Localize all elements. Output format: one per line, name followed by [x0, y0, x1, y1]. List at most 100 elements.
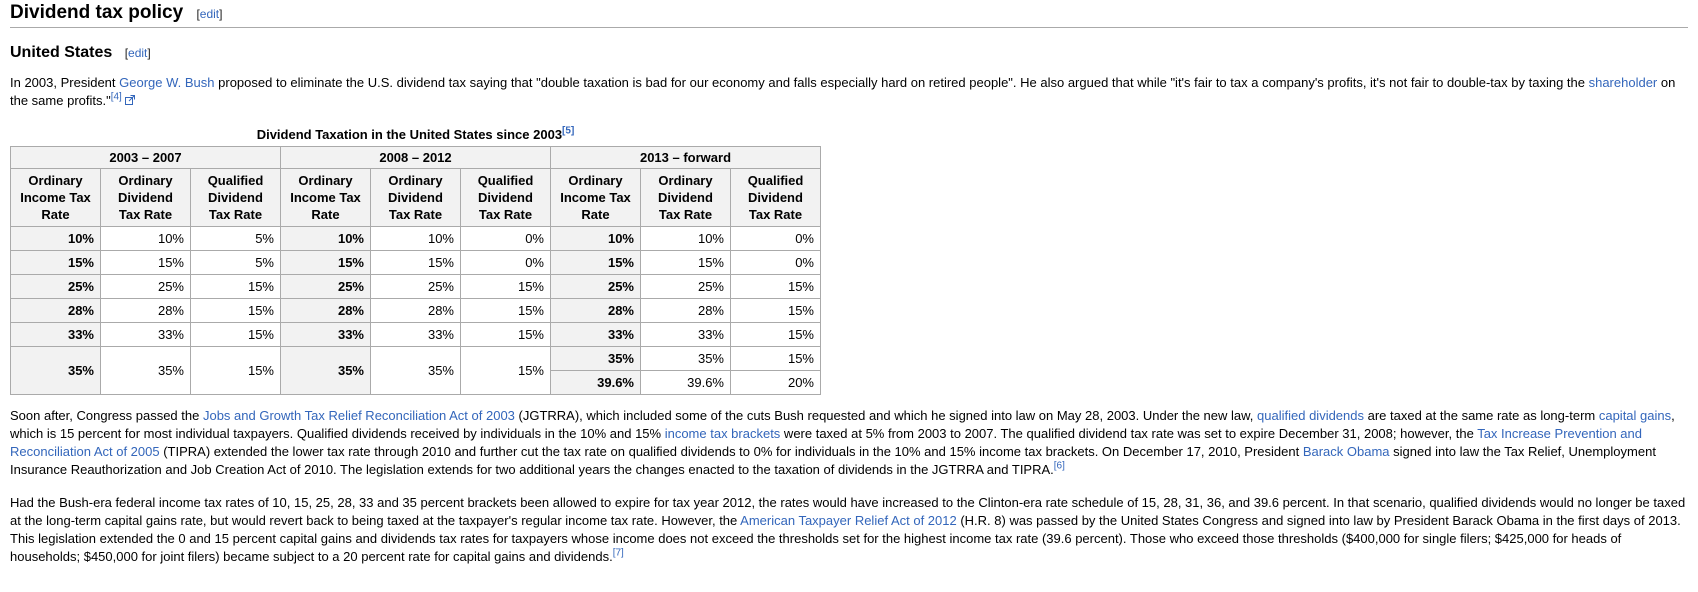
wiki-link[interactable]: qualified dividends [1257, 408, 1364, 423]
reference-marker: [4] [111, 92, 122, 103]
wiki-link[interactable]: George W. Bush [119, 75, 215, 90]
dividend-rate-cell: 15% [730, 346, 821, 371]
table-row: 28% 28% 15% 28% 28% 15% 28% 28% 15% [10, 298, 821, 323]
income-tax-rate-cell: 25% [10, 274, 101, 299]
dividend-rate-cell: 39.6% [640, 370, 731, 395]
dividend-rate-cell: 15% [190, 346, 281, 395]
dividend-rate-cell: 0% [730, 226, 821, 251]
dividend-rate-cell: 15% [730, 274, 821, 299]
dividend-rate-cell: 15% [730, 298, 821, 323]
wiki-link[interactable]: Barack Obama [1302, 444, 1390, 459]
income-tax-rate-cell: 25% [280, 274, 371, 299]
reference-marker: [6] [1054, 461, 1065, 472]
dividend-tax-table: Dividend Taxation in the United States s… [10, 125, 821, 395]
dividend-rate-cell: 5% [190, 250, 281, 275]
table-column-header: Ordinary Dividend Tax Rate [640, 168, 731, 227]
income-tax-rate-cell: 15% [550, 250, 641, 275]
income-tax-rate-cell: 10% [10, 226, 101, 251]
dividend-rate-cell: 25% [100, 274, 191, 299]
table-column-header-row: Ordinary Income Tax Rate Ordinary Dividen… [10, 168, 821, 227]
dividend-rate-cell: 15% [460, 322, 551, 347]
income-tax-rate-cell: 10% [280, 226, 371, 251]
table-column-header: Qualified Dividend Tax Rate [730, 168, 821, 227]
page-title-heading: Dividend tax policy [edit] [10, 2, 1688, 28]
table-column-header: Qualified Dividend Tax Rate [460, 168, 551, 227]
table-caption-text: Dividend Taxation in the United States s… [256, 127, 563, 142]
table-row: 33% 33% 15% 33% 33% 15% 33% 33% 15% [10, 322, 821, 347]
dividend-rate-cell: 25% [370, 274, 461, 299]
wiki-link[interactable]: shareholder [1588, 75, 1658, 90]
edit-link[interactable]: edit [199, 7, 220, 21]
table-column-header: Ordinary Income Tax Rate [550, 168, 641, 227]
dividend-rate-cell: 5% [190, 226, 281, 251]
table-body: 10% 10% 5% 10% 10% 0% 10% 10% 0% 15% 15% 5% 15% 15% 0%… [10, 226, 821, 395]
dividend-rate-cell: 10% [640, 226, 731, 251]
wiki-link[interactable]: Jobs and Growth Tax Relief Reconciliatio… [202, 408, 515, 423]
dividend-rate-cell: 15% [460, 346, 551, 395]
table-group-header: 2008 – 2012 [280, 146, 551, 169]
dividend-rate-cell: 15% [190, 274, 281, 299]
income-tax-rate-cell: 25% [550, 274, 641, 299]
dividend-rate-cell: 15% [460, 298, 551, 323]
dividend-rate-cell: 33% [100, 322, 191, 347]
dividend-rate-cell: 35% [640, 346, 731, 371]
external-link-icon[interactable] [124, 92, 135, 110]
dividend-rate-cell: 15% [100, 250, 191, 275]
dividend-rate-cell: 35% [370, 346, 461, 395]
income-tax-rate-cell: 33% [550, 322, 641, 347]
table-caption-ref: [5] [562, 126, 574, 137]
wiki-link[interactable]: American Taxpayer Relief Act of 2012 [740, 513, 957, 528]
dividend-rate-cell: 15% [370, 250, 461, 275]
section-heading-united-states: United States [edit] [10, 44, 1688, 62]
income-tax-rate-cell: 35% [10, 346, 101, 395]
dividend-rate-cell: 0% [460, 250, 551, 275]
dividend-rate-cell: 28% [640, 298, 731, 323]
dividend-rate-cell: 15% [640, 250, 731, 275]
income-tax-rate-cell: 39.6% [550, 370, 641, 395]
table-group-header: 2013 – forward [550, 146, 821, 169]
dividend-rate-cell: 20% [730, 370, 821, 395]
table-group-header: 2003 – 2007 [10, 146, 281, 169]
table-row: 10% 10% 5% 10% 10% 0% 10% 10% 0% [10, 226, 821, 251]
dividend-rate-cell: 28% [370, 298, 461, 323]
wiki-link[interactable]: income tax brackets [664, 426, 781, 441]
paragraph-atra: Had the Bush-era federal income tax rate… [10, 495, 1686, 564]
income-tax-rate-cell: 33% [280, 322, 371, 347]
page-title: Dividend tax policy [10, 2, 184, 23]
reference-link[interactable]: [7] [612, 547, 624, 559]
section-title: United States [10, 44, 113, 61]
income-tax-rate-cell: 33% [10, 322, 101, 347]
edit-link[interactable]: edit [128, 46, 148, 60]
table-column-header: Ordinary Income Tax Rate [280, 168, 371, 227]
edit-section-h3: [edit] [125, 46, 151, 60]
dividend-rate-cell: 25% [640, 274, 731, 299]
dividend-rate-cell: 0% [730, 250, 821, 275]
income-tax-rate-cell: 28% [280, 298, 371, 323]
table-caption: Dividend Taxation in the United States s… [10, 125, 821, 146]
paragraph-jgtrra: Soon after, Congress passed the Jobs and… [10, 408, 1675, 477]
edit-bracket: ] [219, 7, 223, 21]
income-tax-rate-cell: 15% [10, 250, 101, 275]
table-row: 35% 35% 15% 35% 35% 15% 35% 35% 15% [10, 346, 821, 395]
table-column-header: Ordinary Income Tax Rate [10, 168, 101, 227]
wiki-link[interactable]: Tax Increase Prevention and Reconciliati… [10, 426, 1642, 459]
table-row: 39.6% 39.6% 20% [11, 370, 821, 395]
reference-link[interactable]: [4] [110, 91, 122, 103]
table-row: 15% 15% 5% 15% 15% 0% 15% 15% 0% [10, 250, 821, 275]
wiki-link[interactable]: capital gains [1598, 408, 1672, 423]
edit-bracket: [ [196, 7, 200, 21]
table-column-header: Qualified Dividend Tax Rate [190, 168, 281, 227]
paragraph-intro: In 2003, President George W. Bush propos… [10, 75, 1676, 110]
reference-link[interactable]: [6] [1053, 460, 1065, 472]
edit-bracket: ] [147, 46, 151, 60]
article-page: Dividend tax policy [edit] United States… [10, 2, 1688, 564]
income-tax-rate-cell: 35% [280, 346, 371, 395]
dividend-rate-cell: 10% [100, 226, 191, 251]
dividend-rate-cell: 15% [730, 322, 821, 347]
dividend-rate-cell: 15% [460, 274, 551, 299]
income-tax-rate-cell: 28% [550, 298, 641, 323]
dividend-rate-cell: 33% [640, 322, 731, 347]
reference-link[interactable]: [5] [562, 125, 575, 137]
reference-marker: [7] [613, 548, 624, 559]
income-tax-rate-cell: 10% [550, 226, 641, 251]
